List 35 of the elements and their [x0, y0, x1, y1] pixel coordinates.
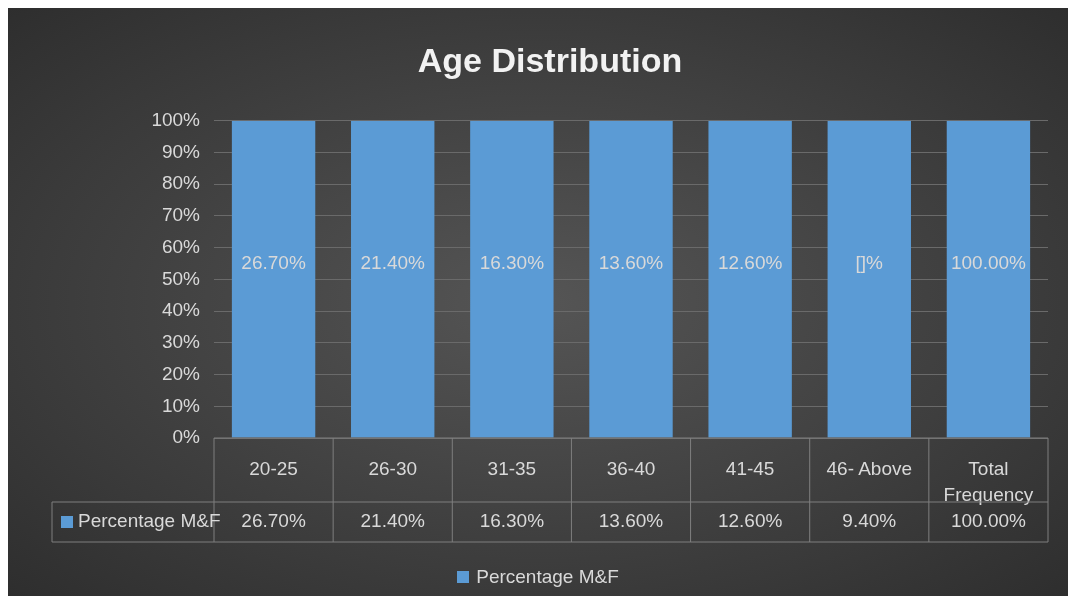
y-tick-label: 30% [161, 331, 201, 353]
text: 16.30% [479, 510, 545, 532]
y-tick-label: 60% [161, 235, 201, 257]
x-tick-label: 41-45 [725, 457, 775, 479]
text: 100.00% [950, 510, 1027, 532]
text: []% [855, 251, 884, 273]
chart-title: Age Distribution [417, 40, 683, 79]
text: 13.60% [598, 510, 664, 532]
y-tick-label: 50% [161, 267, 201, 289]
text: 100.00% [950, 251, 1026, 273]
y-tick-label: 10% [161, 394, 201, 416]
text: 21.40% [360, 510, 426, 532]
y-tick-label: 100% [151, 109, 201, 131]
y-tick-label: 80% [161, 172, 201, 194]
text: 21.40% [360, 251, 425, 273]
y-tick-label: 70% [161, 204, 201, 226]
x-tick-label: 36-40 [606, 457, 656, 479]
text: 16.30% [479, 251, 545, 273]
text: 26.70% [241, 510, 306, 532]
y-tick-label: 90% [161, 140, 201, 162]
x-tick-label: 26-30 [368, 457, 418, 479]
y-tick-label: 20% [161, 362, 201, 384]
y-tick-label: 40% [161, 299, 201, 321]
text: 9.40% [842, 510, 897, 532]
text: 12.60% [717, 510, 783, 532]
y-tick-label: 0% [172, 426, 201, 448]
text: 13.60% [598, 251, 664, 273]
text: Percentage M&F [476, 566, 619, 587]
x-tick-label: 20-25 [249, 457, 298, 479]
legend-label: Percentage M&F [78, 510, 221, 533]
x-tick-label: 46- Above [826, 457, 913, 479]
text: 12.60% [717, 251, 783, 273]
x-tick-label: Total Frequency [943, 457, 1034, 506]
x-tick-label: 31-35 [487, 457, 537, 479]
text: 26.70% [241, 251, 306, 273]
